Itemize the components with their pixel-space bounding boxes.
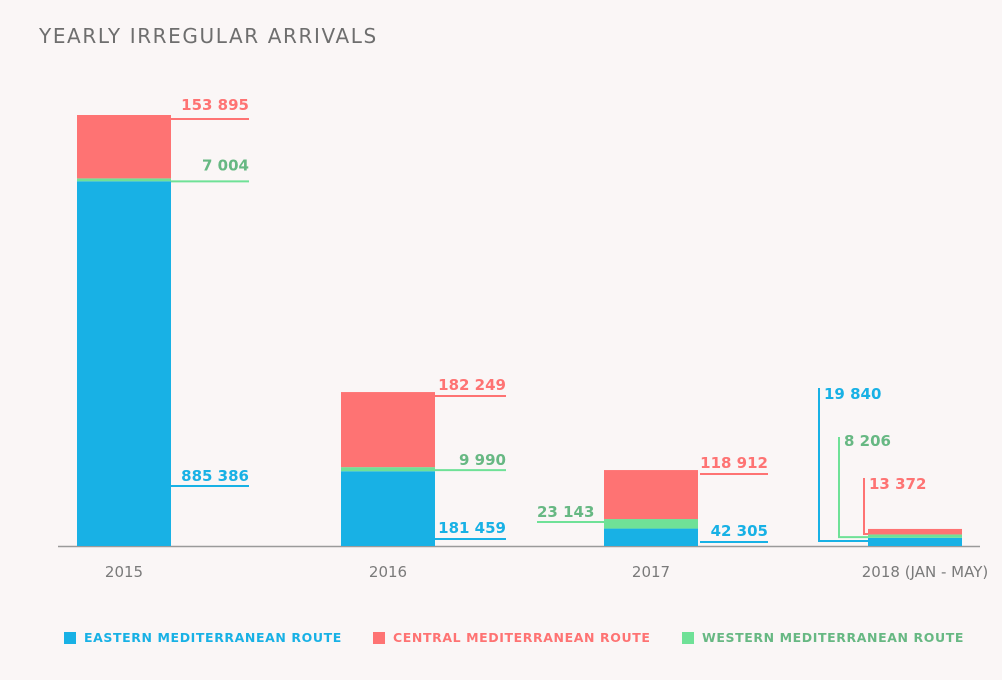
data-label-western-3: 8 206	[844, 432, 891, 450]
bar-central-2	[604, 470, 698, 520]
data-label-central-2: 118 912	[700, 454, 768, 472]
data-label-eastern-3: 19 840	[824, 385, 881, 403]
x-tick-label-2: 2017	[632, 563, 670, 581]
bar-central-3	[868, 528, 962, 535]
legend-swatch-western	[682, 631, 694, 644]
legend-item-central: CENTRAL MEDITERRANEAN ROUTE	[373, 630, 650, 645]
data-label-central-1: 182 249	[438, 376, 506, 394]
chart-plot: 2015 2016 2017 2018 (JAN - MAY) 153 895 7 004…	[58, 96, 988, 581]
bar-western-2	[604, 519, 698, 529]
data-label-western-1: 9 990	[459, 451, 506, 469]
data-label-central-3: 13 372	[869, 475, 926, 493]
bar-central-0	[77, 115, 171, 179]
data-label-central-0: 153 895	[181, 96, 249, 114]
x-tick-label-1: 2016	[369, 563, 407, 581]
legend-item-eastern: EASTERN MEDITERRANEAN ROUTE	[64, 630, 342, 645]
bar-eastern-1	[341, 471, 435, 546]
bar-western-0	[77, 178, 171, 182]
chart-title: YEARLY IRREGULAR ARRIVALS	[39, 24, 378, 48]
data-label-eastern-2: 42 305	[711, 522, 768, 540]
legend-label-central: CENTRAL MEDITERRANEAN ROUTE	[393, 630, 651, 645]
legend-swatch-central	[373, 631, 385, 644]
legend-item-western: WESTERN MEDITERRANEAN ROUTE	[682, 630, 964, 645]
data-label-eastern-1: 181 459	[438, 519, 506, 537]
leader-central-3	[863, 478, 868, 535]
bar-eastern-3	[868, 537, 962, 546]
leader-western-3	[838, 437, 868, 539]
bar-central-1	[341, 392, 435, 468]
leader-eastern-3	[818, 388, 868, 542]
data-label-eastern-0: 885 386	[181, 467, 249, 485]
bar-western-3	[868, 534, 962, 538]
bar-eastern-0	[77, 181, 171, 546]
data-label-western-0: 7 004	[202, 156, 249, 174]
bar-western-1	[341, 467, 435, 472]
legend-swatch-eastern	[64, 631, 76, 644]
data-label-western-2: 23 143	[537, 503, 594, 521]
legend-label-western: WESTERN MEDITERRANEAN ROUTE	[702, 630, 964, 645]
chart-legend: EASTERN MEDITERRANEAN ROUTE CENTRAL MEDI…	[0, 630, 1002, 650]
x-tick-label-0: 2015	[105, 563, 143, 581]
x-tick-label-3: 2018 (JAN - MAY)	[862, 563, 988, 581]
legend-label-eastern: EASTERN MEDITERRANEAN ROUTE	[84, 630, 342, 645]
bar-eastern-2	[604, 528, 698, 546]
